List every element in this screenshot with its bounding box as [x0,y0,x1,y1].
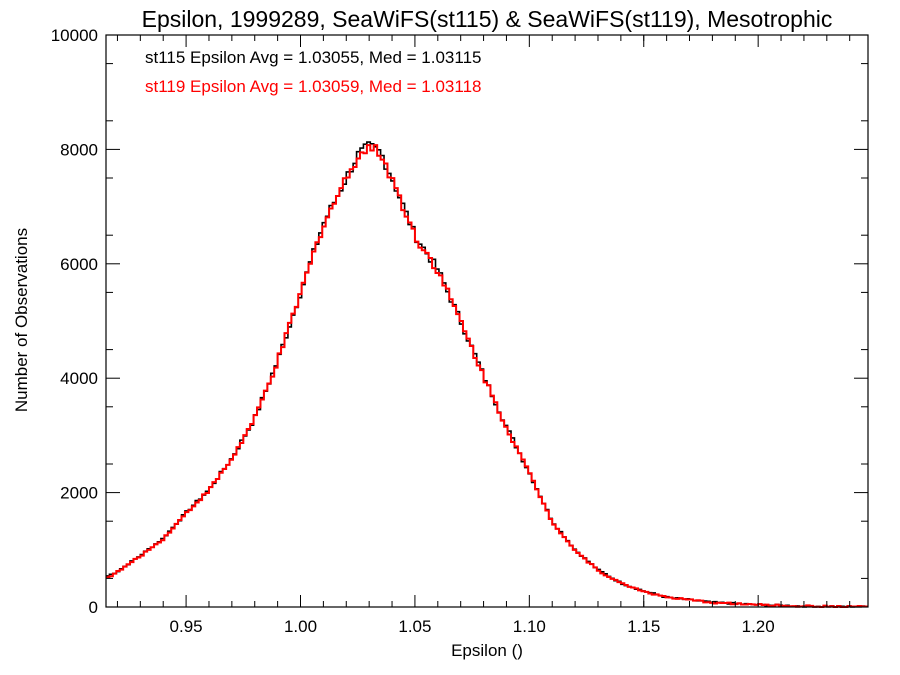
ticks-layer: 0.95 1.00 1.05 1.10 1.15 1.20 0 2000 4000 6000 800… [51,26,868,636]
x-tick-label: 1.05 [398,617,431,636]
x-tick-label: 1.10 [513,617,546,636]
x-tick-label: 1.20 [742,617,775,636]
x-tick-label: 1.00 [284,617,317,636]
series-line-1 [106,144,868,608]
y-tick-label: 8000 [60,140,98,159]
y-axis-label: Number of Observations [12,228,31,412]
plot-frame [105,34,869,608]
series-line-0 [106,141,868,608]
y-tick-label: 6000 [60,255,98,274]
y-tick-label: 4000 [60,369,98,388]
y-tick-label: 2000 [60,484,98,503]
y-tick-label: 0 [89,598,98,617]
annotation-st115: st115 Epsilon Avg = 1.03055, Med = 1.031… [145,48,481,67]
x-tick-label: 0.95 [170,617,203,636]
annotation-st119: st119 Epsilon Avg = 1.03059, Med = 1.031… [145,77,481,96]
y-tick-label: 10000 [51,26,98,45]
x-axis-label: Epsilon () [451,641,523,660]
series-layer [106,141,868,608]
x-tick-label: 1.15 [627,617,660,636]
chart-title: Epsilon, 1999289, SeaWiFS(st115) & SeaWi… [142,6,833,32]
